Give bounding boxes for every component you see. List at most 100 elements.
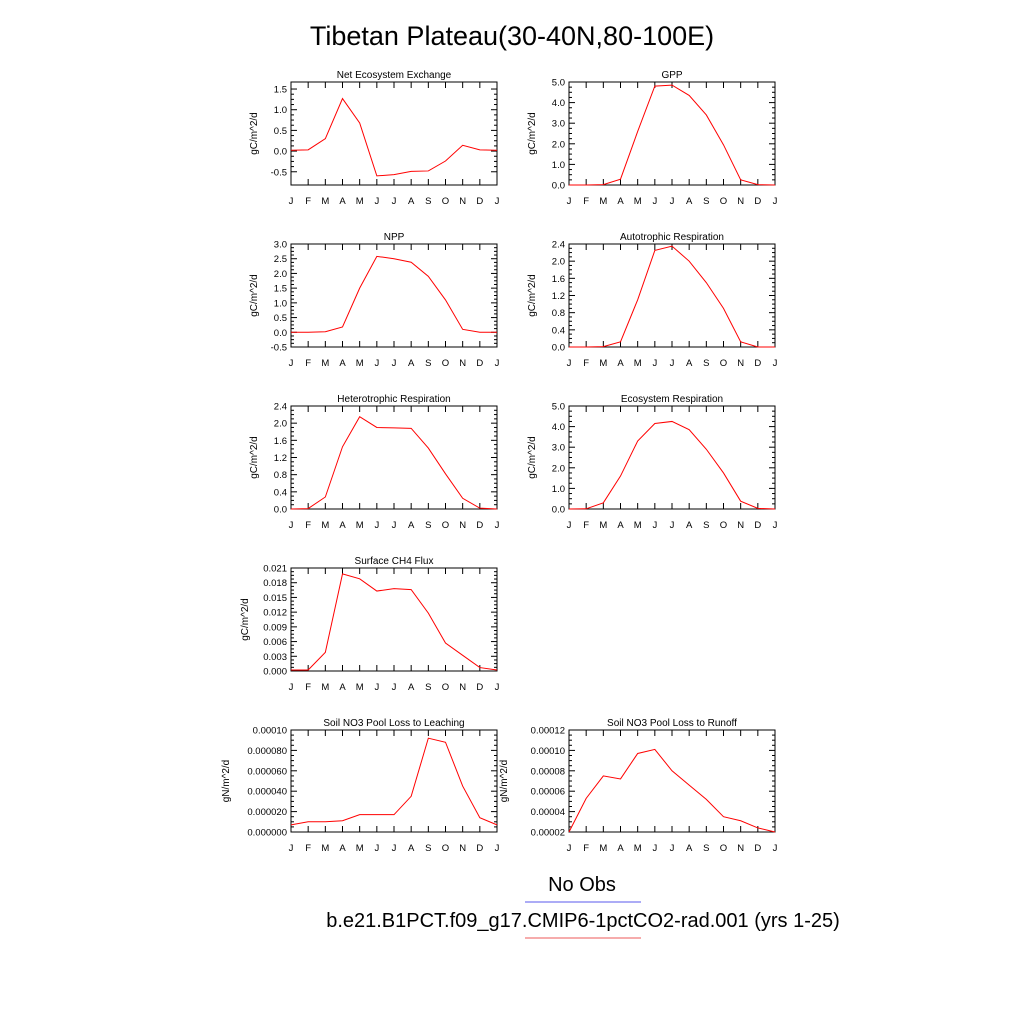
x-tick-label: J bbox=[495, 682, 500, 693]
y-axis-label: gN/m^2/d bbox=[221, 760, 232, 803]
x-tick-label: F bbox=[305, 196, 311, 207]
y-tick-label: 0.8 bbox=[552, 308, 565, 319]
series-line bbox=[569, 245, 775, 348]
x-tick-label: S bbox=[425, 843, 431, 854]
y-tick-label: -0.5 bbox=[271, 343, 287, 354]
y-tick-label: 0.012 bbox=[263, 608, 287, 619]
panel-title: Soil NO3 Pool Loss to Leaching bbox=[323, 718, 464, 729]
x-tick-label: O bbox=[442, 682, 449, 693]
y-tick-label: 0.018 bbox=[263, 578, 287, 589]
x-tick-label: F bbox=[305, 682, 311, 693]
panel-title: NPP bbox=[384, 232, 405, 243]
x-tick-label: N bbox=[459, 682, 466, 693]
y-tick-label: 1.0 bbox=[552, 484, 565, 495]
y-tick-label: 0.000020 bbox=[247, 807, 287, 818]
x-tick-label: S bbox=[703, 520, 709, 531]
x-tick-label: O bbox=[720, 196, 727, 207]
x-tick-label: A bbox=[408, 358, 415, 369]
x-tick-label: J bbox=[374, 196, 379, 207]
x-tick-label: M bbox=[321, 358, 329, 369]
y-tick-label: 2.0 bbox=[552, 257, 565, 268]
x-tick-label: D bbox=[754, 843, 761, 854]
x-tick-label: F bbox=[583, 520, 589, 531]
x-tick-label: J bbox=[652, 358, 657, 369]
x-tick-label: D bbox=[476, 196, 483, 207]
y-axis-label: gC/m^2/d bbox=[527, 112, 538, 155]
y-tick-label: 0.5 bbox=[274, 126, 287, 137]
x-tick-label: O bbox=[720, 520, 727, 531]
y-tick-label: 0.00010 bbox=[253, 726, 287, 737]
y-axis-label: gC/m^2/d bbox=[240, 598, 251, 641]
x-tick-label: M bbox=[634, 843, 642, 854]
x-tick-label: J bbox=[289, 843, 294, 854]
series-line bbox=[290, 97, 498, 177]
panel-title: Surface CH4 Flux bbox=[355, 556, 434, 567]
x-tick-label: D bbox=[754, 520, 761, 531]
x-tick-label: D bbox=[476, 682, 483, 693]
x-tick-label: J bbox=[773, 843, 778, 854]
panel-title: Soil NO3 Pool Loss to Runoff bbox=[607, 718, 737, 729]
chart-panel: Ecosystem Respiration 0.0 1.0 2.0 3.0 4.0 5.0 J… bbox=[527, 394, 778, 531]
panel-title: Autotrophic Respiration bbox=[620, 232, 724, 243]
x-tick-label: A bbox=[686, 843, 693, 854]
x-tick-label: M bbox=[321, 843, 329, 854]
y-tick-label: 0.000080 bbox=[247, 746, 287, 757]
y-tick-label: 5.0 bbox=[552, 78, 565, 89]
plot-frame bbox=[568, 81, 776, 186]
y-tick-label: 0.0 bbox=[552, 181, 565, 192]
x-tick-label: J bbox=[289, 520, 294, 531]
x-tick-label: N bbox=[737, 358, 744, 369]
series-line bbox=[290, 737, 498, 826]
x-tick-label: J bbox=[670, 358, 675, 369]
chart-panels: Net Ecosystem Exchange-0.50.00.51.01.5J F… bbox=[221, 70, 778, 854]
y-tick-label: 0.000000 bbox=[247, 828, 287, 839]
legend: No Obs b.e21.B1PCT.f09_g17.CMIP6-1pctCO2… bbox=[326, 874, 840, 939]
x-tick-label: J bbox=[392, 843, 397, 854]
plot-frame bbox=[290, 729, 498, 833]
x-tick-label: M bbox=[599, 843, 607, 854]
x-tick-label: A bbox=[617, 196, 624, 207]
y-tick-label: 2.5 bbox=[274, 254, 287, 265]
plot-frame bbox=[568, 243, 776, 348]
y-axis-label: gC/m^2/d bbox=[249, 274, 260, 317]
x-tick-label: M bbox=[599, 358, 607, 369]
x-tick-label: M bbox=[634, 520, 642, 531]
x-tick-label: A bbox=[686, 520, 693, 531]
x-tick-label: J bbox=[374, 520, 379, 531]
x-tick-label: D bbox=[754, 358, 761, 369]
series-line bbox=[568, 748, 776, 833]
x-tick-label: D bbox=[476, 843, 483, 854]
x-tick-label: J bbox=[567, 520, 572, 531]
figure-title: Tibetan Plateau(30-40N,80-100E) bbox=[310, 21, 714, 51]
x-tick-label: M bbox=[356, 682, 364, 693]
x-tick-label: A bbox=[408, 196, 415, 207]
y-tick-label: 3.0 bbox=[274, 240, 287, 251]
series-line bbox=[568, 420, 776, 510]
y-tick-label: 1.5 bbox=[274, 85, 287, 96]
x-tick-label: N bbox=[737, 520, 744, 531]
x-tick-label: J bbox=[374, 682, 379, 693]
x-tick-label: N bbox=[737, 196, 744, 207]
x-tick-label: O bbox=[442, 520, 449, 531]
x-tick-label: J bbox=[567, 196, 572, 207]
x-tick-label: M bbox=[321, 196, 329, 207]
y-tick-label: 0.000 bbox=[263, 667, 287, 678]
y-tick-label: 0.5 bbox=[274, 313, 287, 324]
y-tick-label: 0.0 bbox=[274, 328, 287, 339]
y-tick-label: 1.6 bbox=[552, 274, 565, 285]
x-tick-label: J bbox=[495, 196, 500, 207]
y-tick-label: 0.0 bbox=[274, 505, 287, 516]
x-tick-label: S bbox=[703, 358, 709, 369]
panel-title: Ecosystem Respiration bbox=[621, 394, 723, 405]
x-tick-label: J bbox=[773, 520, 778, 531]
x-tick-label: N bbox=[459, 358, 466, 369]
y-tick-label: 0.00010 bbox=[531, 746, 565, 757]
series-line bbox=[290, 416, 498, 510]
y-tick-label: 3.0 bbox=[552, 443, 565, 454]
y-tick-label: 1.2 bbox=[274, 453, 287, 464]
y-axis-label: gC/m^2/d bbox=[249, 112, 260, 155]
x-tick-label: S bbox=[425, 520, 431, 531]
x-tick-label: F bbox=[583, 358, 589, 369]
x-tick-label: D bbox=[754, 196, 761, 207]
